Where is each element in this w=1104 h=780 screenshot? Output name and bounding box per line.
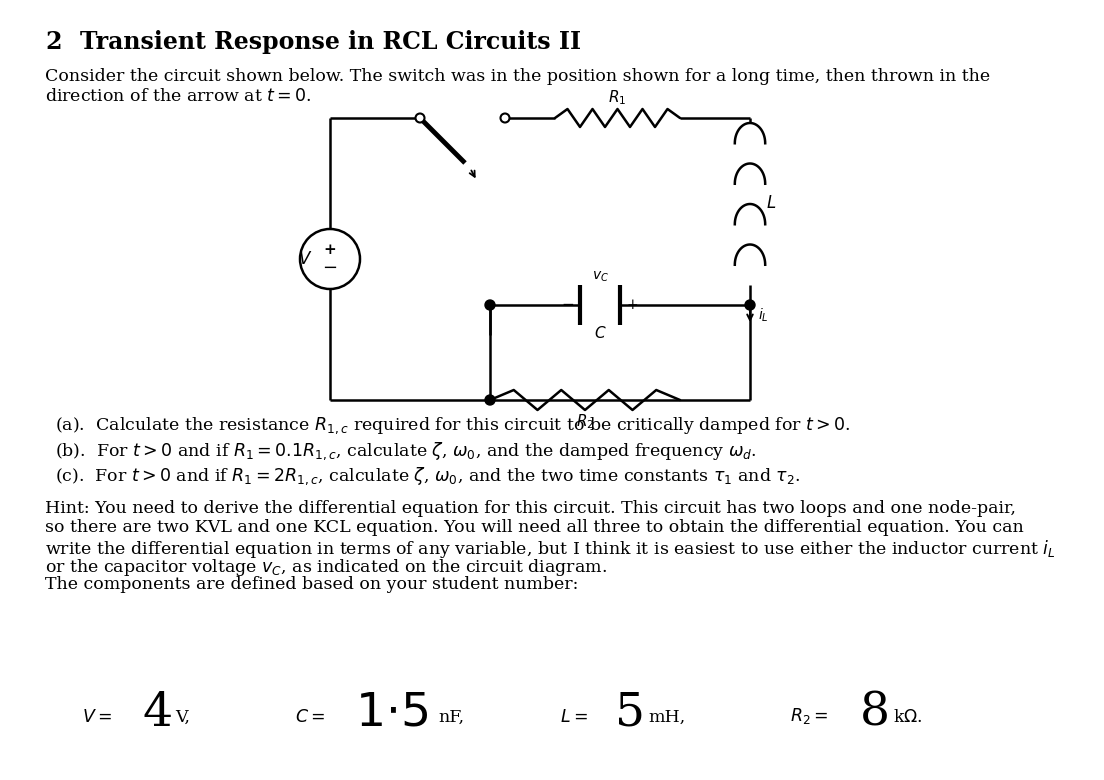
Text: $R_2$: $R_2$	[576, 413, 594, 431]
Text: $C =$: $C =$	[295, 709, 326, 726]
Text: Hint: You need to derive the differential equation for this circuit. This circui: Hint: You need to derive the differentia…	[45, 500, 1016, 517]
Text: +: +	[323, 243, 337, 257]
Text: (a).  Calculate the resistance $R_{1,c}$ required for this circuit to be critica: (a). Calculate the resistance $R_{1,c}$ …	[55, 415, 850, 435]
Text: $R_2 =$: $R_2 =$	[790, 706, 828, 726]
Text: so there are two KVL and one KCL equation. You will need all three to obtain the: so there are two KVL and one KCL equatio…	[45, 519, 1023, 536]
Text: Transient Response in RCL Circuits II: Transient Response in RCL Circuits II	[79, 30, 581, 54]
Text: $C$: $C$	[594, 325, 606, 341]
Text: −: −	[562, 298, 574, 312]
Text: $V$: $V$	[298, 250, 312, 268]
Text: or the capacitor voltage $v_C$, as indicated on the circuit diagram.: or the capacitor voltage $v_C$, as indic…	[45, 557, 607, 578]
Text: $1{\cdot}5$: $1{\cdot}5$	[355, 691, 428, 736]
Text: direction of the arrow at $t = 0$.: direction of the arrow at $t = 0$.	[45, 88, 311, 105]
Text: write the differential equation in terms of any variable, but I think it is easi: write the differential equation in terms…	[45, 538, 1055, 560]
Text: mH,: mH,	[648, 709, 686, 726]
Circle shape	[745, 300, 755, 310]
Circle shape	[485, 300, 495, 310]
Text: −: −	[322, 259, 338, 277]
Text: $L =$: $L =$	[560, 709, 587, 726]
Text: 2: 2	[45, 30, 62, 54]
Circle shape	[500, 114, 510, 122]
Text: k$\Omega$.: k$\Omega$.	[893, 709, 923, 726]
Text: (c).  For $t > 0$ and if $R_1 = 2R_{1,c}$, calculate $\zeta$, $\omega_0$, and th: (c). For $t > 0$ and if $R_1 = 2R_{1,c}$…	[55, 465, 800, 487]
Text: 4: 4	[142, 691, 172, 736]
Text: V,: V,	[176, 709, 190, 726]
Text: $i_L$: $i_L$	[758, 307, 768, 324]
Text: $L$: $L$	[766, 196, 776, 212]
Text: nF,: nF,	[438, 709, 464, 726]
Text: (b).  For $t > 0$ and if $R_1 = 0.1R_{1,c}$, calculate $\zeta$, $\omega_0$, and : (b). For $t > 0$ and if $R_1 = 0.1R_{1,c…	[55, 440, 757, 462]
Text: Consider the circuit shown below. The switch was in the position shown for a lon: Consider the circuit shown below. The sw…	[45, 68, 990, 85]
Text: +: +	[626, 298, 638, 312]
Text: $R_1$: $R_1$	[608, 89, 627, 108]
Circle shape	[415, 114, 425, 122]
Text: The components are defined based on your student number:: The components are defined based on your…	[45, 576, 578, 593]
Text: 5: 5	[615, 691, 645, 736]
Text: $v_C$: $v_C$	[592, 270, 608, 284]
Text: $V =$: $V =$	[82, 709, 112, 726]
Text: 8: 8	[860, 691, 890, 736]
Circle shape	[485, 395, 495, 405]
